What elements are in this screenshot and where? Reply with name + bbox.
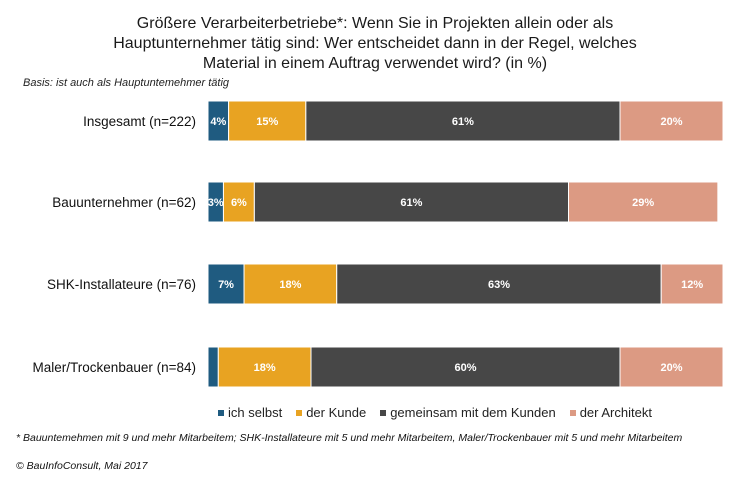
chart-title: Größere Verarbeiterbetriebe*: Wenn Sie i… (110, 14, 640, 74)
category-label: Maler/Trockenbauer (n=84) (33, 360, 196, 375)
data-label: 61% (452, 116, 474, 128)
legend-item: ich selbst (218, 405, 282, 420)
legend-label: der Kunde (306, 405, 367, 420)
bar-segment (660, 263, 724, 305)
bar-segment (217, 346, 312, 388)
data-label: 20% (660, 116, 682, 128)
data-label: 7% (218, 279, 234, 291)
legend-swatch-ich-selbst (218, 409, 224, 416)
data-label: 60% (454, 362, 476, 374)
bar-segment (568, 181, 719, 223)
data-label: 15% (256, 116, 278, 128)
bar-segment (207, 263, 245, 305)
bar-segment (310, 346, 621, 388)
legend-label: ich selbst (228, 405, 283, 420)
legend-item: gemeinsam mit dem Kunden (380, 405, 556, 420)
category-label: SHK-Installateure (n=76) (47, 277, 196, 292)
data-label: 4% (210, 116, 226, 128)
data-label: 3% (208, 197, 224, 209)
data-label: 61% (400, 197, 422, 209)
bar-segment (243, 263, 338, 305)
data-label: 29% (632, 197, 654, 209)
copyright: © BauInfoConsult, Mai 2017 (16, 460, 148, 472)
legend-label: der Architekt (579, 405, 652, 420)
chart-title-line-2: Hauptunternehmer tätig sind: Wer entsche… (113, 35, 637, 52)
chart-subtitle: Basis: ist auch als Hauptuntemehmer täti… (23, 77, 230, 89)
bar-segment (222, 181, 255, 223)
data-label: 18% (279, 279, 301, 291)
legend-swatch-der-architekt (569, 409, 576, 416)
bar-segment (207, 346, 219, 388)
legend-label: gemeinsam mit dem Kunden (390, 405, 556, 420)
legend-item: der Kunde (296, 405, 366, 420)
bar-segment (619, 346, 724, 388)
footnote: * Bauuntemehmen mit 9 und mehr Mitarbeit… (16, 432, 683, 444)
legend-swatch-gemeinsam (380, 409, 387, 416)
data-label: 20% (660, 362, 682, 374)
legend-swatch-der-kunde (296, 409, 303, 416)
chart-title-line-3: Material in einem Auftrag verwendet wird… (202, 55, 548, 72)
legend-item: der Architekt (569, 405, 652, 420)
data-label: 12% (681, 279, 703, 291)
data-label: 6% (231, 197, 247, 209)
bar-segment (336, 263, 662, 305)
stacked-bar-chart: Insgesamt (n=222) 4% 15% 61% 20% Bauunternehm… (33, 100, 724, 388)
data-label: 18% (254, 362, 276, 374)
bar-segment (228, 100, 307, 142)
category-label: Bauunternehmer (n=62) (52, 195, 196, 210)
chart-title-line-1: Größere Verarbeiterbetriebe*: Wenn Sie i… (136, 15, 614, 32)
legend: ich selbst der Kunde gemeinsam mit dem K… (218, 405, 652, 420)
data-label: 63% (488, 279, 510, 291)
category-label: Insgesamt (n=222) (83, 114, 196, 129)
bar-segment (619, 100, 724, 142)
